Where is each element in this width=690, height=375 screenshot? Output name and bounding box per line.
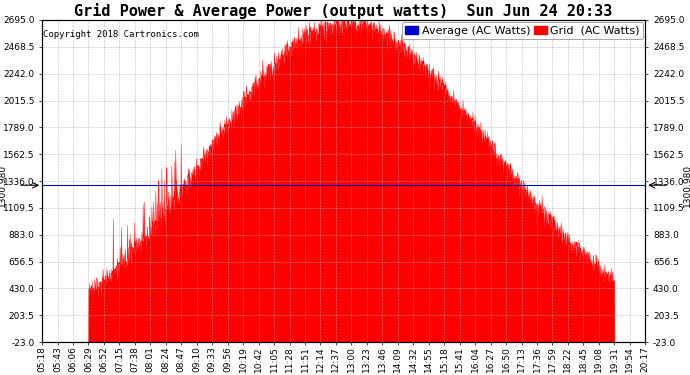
- Legend: Average (AC Watts), Grid  (AC Watts): Average (AC Watts), Grid (AC Watts): [402, 22, 643, 39]
- Text: 1300.980: 1300.980: [0, 164, 8, 207]
- Text: 1300.980: 1300.980: [683, 164, 690, 207]
- Text: Copyright 2018 Cartronics.com: Copyright 2018 Cartronics.com: [43, 30, 199, 39]
- Title: Grid Power & Average Power (output watts)  Sun Jun 24 20:33: Grid Power & Average Power (output watts…: [75, 3, 613, 19]
